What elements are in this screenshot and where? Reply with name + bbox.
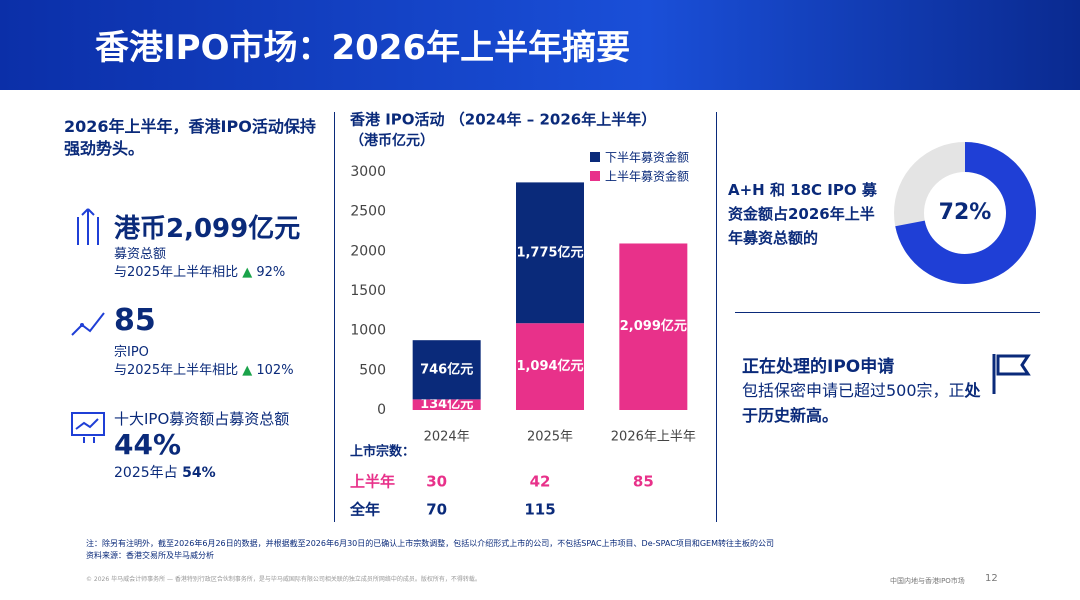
source: 资料来源：香港交易所及毕马威分析 [86, 551, 214, 560]
y-tick-label: 2000 [350, 243, 386, 259]
value-label: 2,099亿元 [620, 318, 687, 334]
x-tick-label: 2024年 [424, 430, 470, 445]
value-label: 1,775亿元 [516, 244, 583, 260]
bar [516, 323, 584, 410]
chart-subtitle: （港币亿元） [350, 132, 434, 149]
section: 中国内地与香港IPO市场 [890, 577, 965, 585]
listings-value: 85 [633, 473, 654, 491]
header: 香港IPO市场：2026年上半年摘要 [0, 0, 1080, 90]
change: 54% [182, 465, 216, 481]
note: 注：除另有注明外，截至2026年6月26日的数据，并根据截至2026年6月30日… [86, 539, 774, 548]
legal: © 2026 毕马威会计师事务所 — 香港特别行政区合伙制事务所，是与毕马威国际… [86, 576, 481, 583]
y-tick-label: 2500 [350, 204, 386, 220]
legend-label: 上半年募资金额 [605, 169, 689, 184]
value-label: 134亿元 [420, 396, 473, 412]
value-label: 746亿元 [420, 361, 473, 377]
x-tick-label: 2025年 [527, 430, 573, 445]
donut-slice [895, 142, 1036, 284]
icons [71, 208, 105, 443]
bar [412, 340, 481, 400]
compare-text: 与2025年上半年相比 [114, 363, 239, 378]
bar [516, 182, 584, 324]
stat-compare: 与2025年上半年相比 ▲ 92% [114, 265, 286, 280]
y-tick-label: 3000 [350, 164, 386, 180]
chart-title: 香港 IPO活动 （2024年 – 2026年上半年） [350, 111, 656, 129]
listings-row-name: 全年 [349, 501, 380, 519]
stat-label: 十大IPO募资额占募资总额 [114, 410, 290, 428]
change: 102% [256, 363, 294, 378]
divider [716, 112, 717, 522]
listings-value: 30 [426, 473, 447, 491]
pending-text-bold: 处于历史新高。 [742, 381, 981, 425]
stat-value: 44% [114, 428, 182, 461]
stat-value: 85 [114, 303, 156, 338]
compare-text: 与2025年上半年相比 [114, 265, 239, 280]
y-tick-label: 0 [377, 402, 386, 418]
legend-swatch [590, 152, 600, 162]
x-tick-label: 2026年上半年 [611, 430, 696, 445]
legend-swatch [590, 171, 600, 181]
pending-title: 正在处理的IPO申请 [742, 357, 895, 377]
pending-text: 包括保密申请已超过500宗，正处于历史新高。 [742, 378, 982, 428]
listings-row-name: 上半年 [350, 473, 395, 491]
divider [334, 112, 335, 522]
listings-value: 70 [426, 501, 447, 519]
listings-value: 42 [530, 473, 551, 491]
listings-label: 上市宗数： [350, 444, 415, 460]
y-tick-label: 1000 [350, 323, 386, 339]
bar [412, 399, 481, 410]
stat-compare: 与2025年上半年相比 ▲ 102% [114, 363, 294, 378]
compare-text: 2025年占 [114, 465, 178, 481]
title: 香港IPO市场：2026年上半年摘要 [95, 28, 631, 68]
stat-value: 港币2,099亿元 [114, 214, 301, 244]
stat-label: 宗IPO [114, 345, 149, 360]
listings-value: 115 [524, 501, 555, 519]
pending-text-plain: 包括保密申请已超过500宗，正 [742, 381, 965, 400]
page-number: 12 [985, 573, 998, 584]
y-tick-label: 1500 [350, 283, 386, 299]
intro: 2026年上半年，香港IPO活动保持强劲势头。 [64, 117, 316, 158]
y-tick-label: 500 [359, 362, 386, 378]
bar [619, 243, 688, 410]
change: 92% [256, 265, 286, 280]
donut-text: A+H 和 18C IPO 募资金额占2026年上半年募资总额的 [728, 181, 877, 247]
value-label: 1,094亿元 [516, 358, 583, 374]
stat-label: 募资总额 [114, 247, 167, 262]
divider [735, 312, 1040, 313]
legend-label: 下半年募资金额 [605, 150, 689, 165]
flag-icon [992, 354, 1031, 394]
donut-label: 72% [939, 200, 992, 225]
stat-compare: 2025年占 54% [114, 462, 216, 482]
